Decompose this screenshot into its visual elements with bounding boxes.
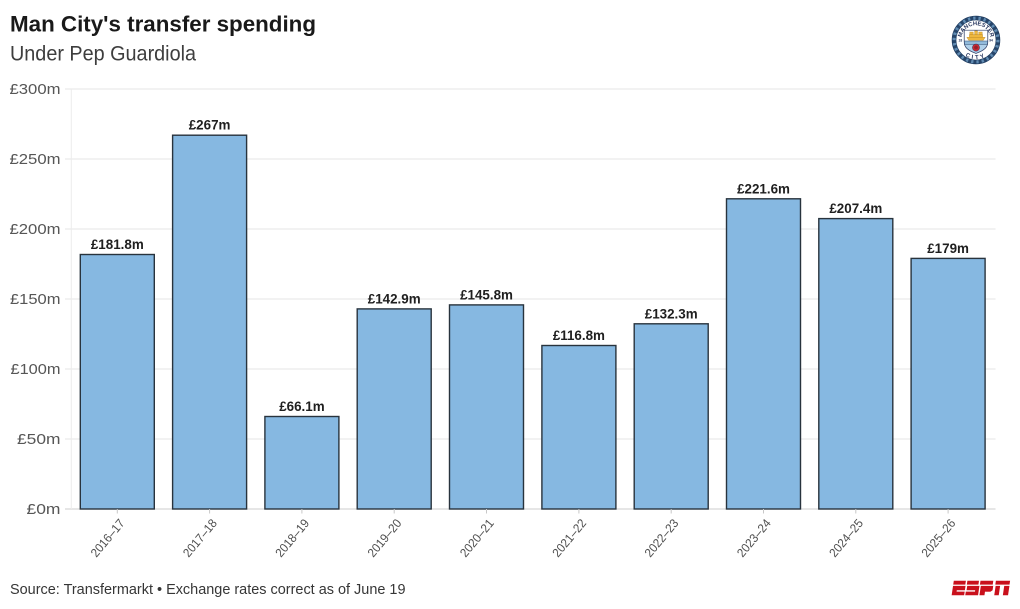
svg-text:£50m: £50m (17, 431, 61, 448)
svg-text:18: 18 (959, 39, 963, 43)
svg-text:£207.4m: £207.4m (829, 201, 882, 216)
svg-text:£116.8m: £116.8m (553, 328, 605, 343)
svg-text:£250m: £250m (10, 151, 61, 168)
svg-text:£66.1m: £66.1m (279, 399, 325, 414)
svg-text:Man City's transfer spending: Man City's transfer spending (10, 12, 316, 37)
svg-text:£200m: £200m (10, 221, 61, 238)
svg-text:£221.6m: £221.6m (737, 181, 790, 196)
svg-text:£0m: £0m (27, 501, 61, 518)
svg-text:£300m: £300m (10, 81, 61, 98)
svg-text:£145.8m: £145.8m (460, 287, 513, 302)
svg-text:CITY: CITY (964, 53, 987, 62)
svg-text:£150m: £150m (10, 291, 61, 308)
svg-text:£142.9m: £142.9m (368, 291, 421, 306)
svg-text:£267m: £267m (189, 118, 231, 133)
svg-text:Source: Transfermarkt • Exchan: Source: Transfermarkt • Exchange rates c… (10, 581, 406, 598)
svg-text:£181.8m: £181.8m (91, 237, 144, 252)
svg-text:£132.3m: £132.3m (645, 306, 698, 321)
svg-text:£100m: £100m (11, 361, 61, 378)
svg-text:£179m: £179m (927, 241, 969, 256)
svg-text:Under Pep Guardiola: Under Pep Guardiola (10, 42, 196, 65)
svg-text:94: 94 (989, 39, 993, 43)
